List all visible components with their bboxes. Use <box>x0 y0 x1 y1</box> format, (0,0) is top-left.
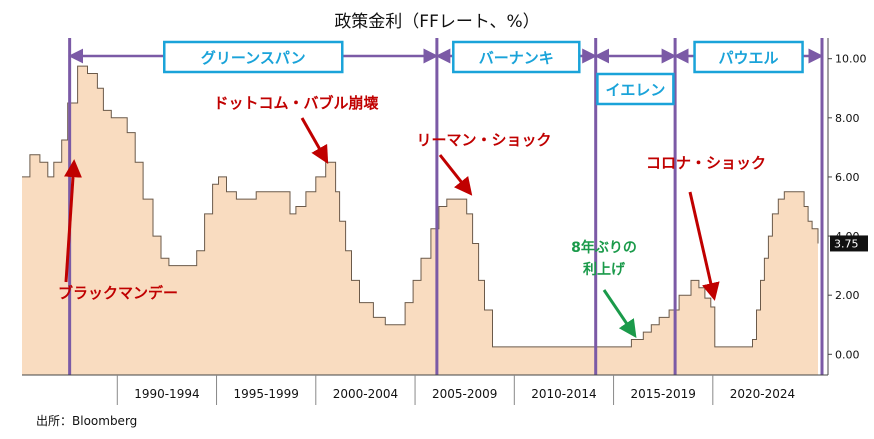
x-category-label-6: 2020-2024 <box>730 387 795 401</box>
annotation-arrow-1 <box>300 117 329 164</box>
annotation-label-2: リーマン・ショック <box>416 131 551 149</box>
annotation-label-4: 8年ぶりの <box>571 239 637 256</box>
era-label-3: パウエル <box>719 49 779 67</box>
y-tick-label-0: 10.00 <box>835 53 867 66</box>
last-value-label: 3.75 <box>834 237 859 250</box>
y-tick-label-2: 6.00 <box>835 171 860 184</box>
y-tick-label-1: 8.00 <box>835 112 860 125</box>
x-category-label-0: 1990-1994 <box>134 387 199 401</box>
era-label-2: イエレン <box>605 81 665 99</box>
annotation-arrow-5 <box>602 289 637 339</box>
x-category-label-3: 2005-2009 <box>432 387 497 401</box>
source-note: 出所：Bloomberg <box>36 414 137 428</box>
annotation-label-5: 利上げ <box>583 261 626 278</box>
x-category-label-4: 2010-2014 <box>531 387 596 401</box>
y-axis: 10.008.006.004.002.000.003.75 <box>827 38 868 375</box>
y-tick-label-4: 2.00 <box>835 289 860 302</box>
x-category-label-5: 2015-2019 <box>630 387 695 401</box>
chart-title: 政策金利（FFレート、%） <box>334 12 539 32</box>
x-category-label-1: 1995-1999 <box>233 387 298 401</box>
last-value-badge <box>830 235 868 252</box>
annotation-arrow-3 <box>688 191 720 301</box>
x-category-label-2: 2000-2004 <box>333 387 398 401</box>
era-box-3 <box>693 40 804 74</box>
era-box-2 <box>596 72 675 106</box>
annotation-arrow-0 <box>64 159 82 283</box>
annotation-label-3: コロナ・ショック <box>646 154 766 172</box>
rate-area-fill <box>22 66 818 375</box>
annotation-label-1: ドットコム・バブル崩壊 <box>213 94 378 112</box>
plot-area <box>22 38 822 375</box>
annotation-arrow-2 <box>438 154 473 196</box>
x-axis: 1990-1994 1995-1999 2000-2004 2005-2009 2010… <box>22 374 828 405</box>
annotation-label-0: ブラックマンデー <box>58 284 178 302</box>
rate-step-line <box>22 65 819 348</box>
era-label-0: グリーンスパン <box>201 49 306 67</box>
y-tick-label-5: 0.00 <box>835 348 860 361</box>
era-box-1 <box>452 40 581 74</box>
era-label-1: バーナンキ <box>479 49 554 67</box>
era-box-0 <box>163 40 344 74</box>
